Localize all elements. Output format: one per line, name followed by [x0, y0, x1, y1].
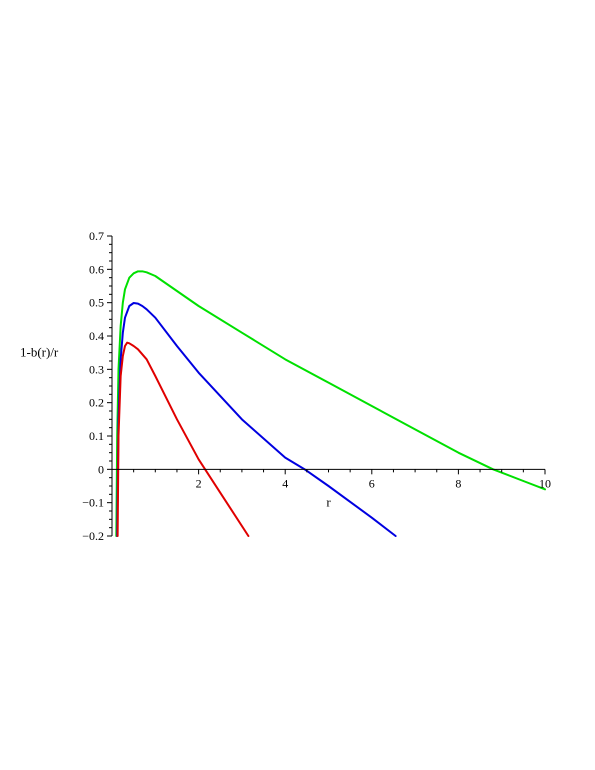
x-tick-label: 4 [282, 476, 288, 490]
axes-layer [111, 236, 545, 536]
ticks-layer: 2 4 6 8 10 −0.2 −0.1 0 0.1 0.2 0.3 0.4 0.5 0.6 0.7 [82, 229, 551, 543]
series-line-3 [116, 341, 250, 537]
x-tick-label: 8 [455, 476, 461, 490]
y-tick-label: −0.1 [82, 496, 104, 510]
x-tick-label: 10 [539, 476, 551, 490]
y-tick-label: 0.1 [89, 429, 104, 443]
y-tick-label: 0.6 [89, 262, 104, 276]
series-line-2 [116, 302, 397, 537]
y-tick-label: −0.2 [82, 529, 104, 543]
x-tick-label: 6 [369, 476, 375, 490]
x-axis-label: r [326, 494, 331, 509]
y-axis-label: 1-b(r)/r [20, 345, 59, 360]
y-tick-label: 0.5 [89, 296, 104, 310]
y-tick-label: 0.4 [89, 329, 104, 343]
series-line-1 [115, 270, 546, 537]
x-tick-label: 2 [196, 476, 202, 490]
y-tick-label: 0 [98, 462, 104, 476]
y-tick-label: 0.3 [89, 362, 104, 376]
y-tick-label: 0.7 [89, 229, 104, 243]
y-tick-label: 0.2 [89, 396, 104, 410]
